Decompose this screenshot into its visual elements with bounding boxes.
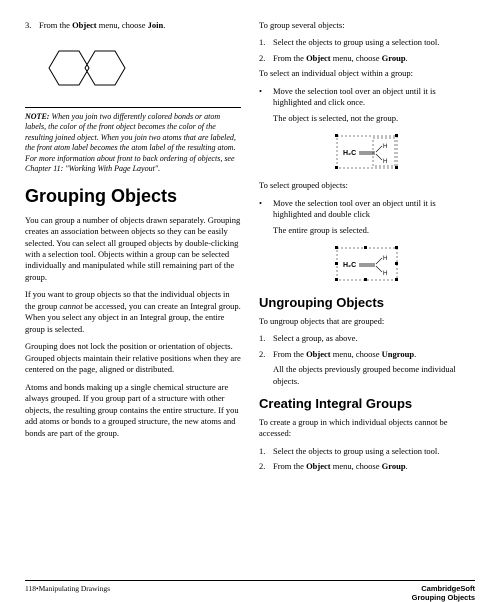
- heading-ungroup: Ungrouping Objects: [259, 294, 475, 312]
- note-body: When you join two differently colored bo…: [25, 112, 236, 173]
- note-label: NOTE:: [25, 112, 51, 121]
- para-1: You can group a number of objects drawn …: [25, 215, 241, 284]
- svg-text:H: H: [383, 144, 387, 150]
- para-4: Atoms and bonds making up a single chemi…: [25, 382, 241, 439]
- bullet-1: • Move the selection tool over an object…: [259, 86, 475, 109]
- page-footer: 118•Manipulating Drawings CambridgeSoft …: [25, 580, 475, 602]
- svg-text:H: H: [383, 256, 387, 262]
- lead-select-grp: To select grouped objects:: [259, 180, 475, 191]
- integral-step-2: 2. From the Object menu, choose Group.: [259, 461, 475, 472]
- footer-left: 118•Manipulating Drawings: [25, 584, 110, 602]
- heading-grouping: Grouping Objects: [25, 184, 241, 208]
- group-step-2: 2. From the Object menu, choose Group.: [259, 53, 475, 64]
- ungroup-note: All the objects previously grouped becom…: [273, 364, 475, 387]
- group-step-1: 1. Select the objects to group using a s…: [259, 37, 475, 48]
- left-column: 3. From the Object menu, choose Join. NO…: [25, 20, 241, 570]
- hexagon-figure: [37, 43, 127, 93]
- para-2: If you want to group objects so that the…: [25, 289, 241, 335]
- page-content: 3. From the Object menu, choose Join. NO…: [0, 0, 500, 580]
- ungroup-step-2: 2. From the Object menu, choose Ungroup.: [259, 349, 475, 360]
- selection-figure-2: H₂C H H: [327, 242, 407, 286]
- lead-group: To group several objects:: [259, 20, 475, 31]
- heading-integral: Creating Integral Groups: [259, 395, 475, 413]
- bullet-2-note: The entire group is selected.: [273, 225, 475, 236]
- divider: [25, 107, 241, 108]
- right-column: To group several objects: 1. Select the …: [259, 20, 475, 570]
- selection-figure-1: H₂C H H: [327, 130, 407, 174]
- step-3: 3. From the Object menu, choose Join.: [25, 20, 241, 31]
- lead-select-ind: To select an individual object within a …: [259, 68, 475, 79]
- lead-integral: To create a group in which individual ob…: [259, 417, 475, 440]
- bullet-1-note: The object is selected, not the group.: [273, 113, 475, 124]
- lead-ungroup: To ungroup objects that are grouped:: [259, 316, 475, 327]
- step-text: From the Object menu, choose Join.: [39, 20, 165, 31]
- para-3: Grouping does not lock the position or o…: [25, 341, 241, 375]
- integral-step-1: 1. Select the objects to group using a s…: [259, 446, 475, 457]
- footer-right: CambridgeSoft Grouping Objects: [412, 584, 475, 602]
- svg-text:H: H: [383, 271, 387, 277]
- ungroup-step-1: 1. Select a group, as above.: [259, 333, 475, 344]
- svg-text:H₂C: H₂C: [343, 150, 356, 157]
- note-block: NOTE: When you join two differently colo…: [25, 112, 241, 174]
- bullet-2: • Move the selection tool over an object…: [259, 198, 475, 221]
- step-num: 3.: [25, 20, 39, 31]
- svg-text:H₂C: H₂C: [343, 262, 356, 269]
- svg-text:H: H: [383, 159, 387, 165]
